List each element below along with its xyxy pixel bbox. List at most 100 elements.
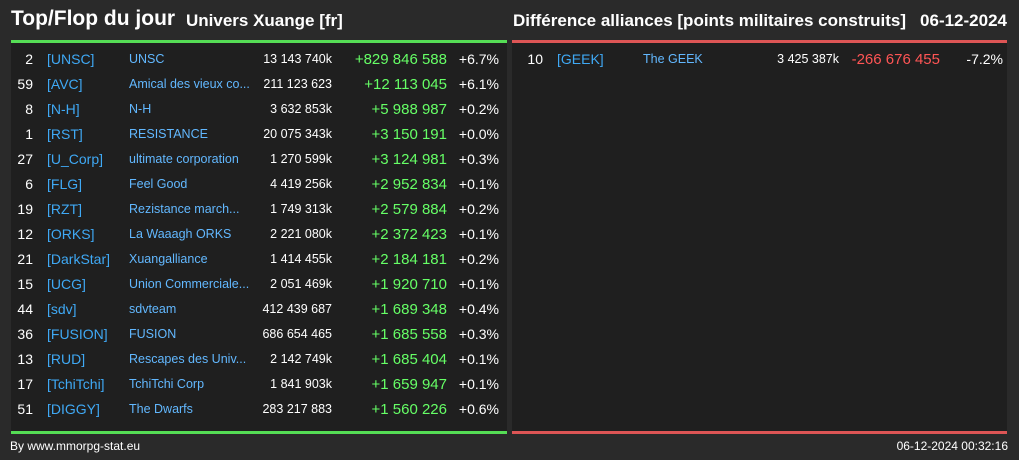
alliance-tag-link[interactable]: [GEEK] <box>557 51 604 67</box>
alliance-tag-link[interactable]: [TchiTchi] <box>47 376 105 392</box>
points-cell: 13 143 740k <box>263 52 332 66</box>
table-row: 59 [AVC] Amical des vieux co... 211 123 623… <box>11 72 507 97</box>
alliance-tag-link[interactable]: [FLG] <box>47 176 83 192</box>
percent-cell: +0.2% <box>458 101 499 117</box>
rank-cell: 17 <box>17 376 33 392</box>
header: Top/Flop du jour Univers Xuange [fr] Dif… <box>0 0 1019 40</box>
alliance-tag-link[interactable]: [U_Corp] <box>47 151 104 167</box>
alliance-tag-link[interactable]: [DarkStar] <box>47 251 111 267</box>
points-cell: 20 075 343k <box>263 127 332 141</box>
top-panel: 2 [UNSC] UNSC 13 143 740k +829 846 588 +6.7% 5… <box>11 40 507 434</box>
difference-cell: +2 579 884 <box>371 201 448 218</box>
difference-cell: +3 124 981 <box>371 151 448 168</box>
points-cell: 1 270 599k <box>270 152 332 166</box>
points-cell: 412 439 687 <box>262 302 332 316</box>
percent-cell: +0.6% <box>458 401 499 417</box>
percent-cell: +0.1% <box>458 376 499 392</box>
points-cell: 1 841 903k <box>270 377 332 391</box>
difference-cell: +2 372 423 <box>371 226 448 243</box>
table-row: 13 [RUD] Rescapes des Univ... 2 142 749k +1 … <box>11 347 507 372</box>
table-row: 10 [GEEK] The GEEK 3 425 387k -266 676 455 -7… <box>512 47 1007 72</box>
table-row: 44 [sdv] sdvteam 412 439 687 +1 689 348 +0.4% <box>11 297 507 322</box>
rank-cell: 2 <box>25 51 33 67</box>
rank-cell: 19 <box>17 201 33 217</box>
percent-cell: +6.7% <box>458 51 499 67</box>
difference-cell: +5 988 987 <box>371 101 448 118</box>
rank-cell: 21 <box>17 251 33 267</box>
rank-cell: 12 <box>17 226 33 242</box>
table-row: 8 [N-H] N-H 3 632 853k +5 988 987 +0.2% <box>11 97 507 122</box>
table-row: 36 [FUSION] FUSION 686 654 465 +1 685 558 +0.… <box>11 322 507 347</box>
difference-cell: +1 685 404 <box>371 351 448 368</box>
alliance-tag-link[interactable]: [RST] <box>47 126 83 142</box>
percent-cell: +0.1% <box>458 226 499 242</box>
table-row: 19 [RZT] Rezistance march... 1 749 313k +2 5… <box>11 197 507 222</box>
points-cell: 2 051 469k <box>270 277 332 291</box>
alliance-tag-link[interactable]: [N-H] <box>47 101 80 117</box>
page-title: Top/Flop du jour <box>11 7 176 30</box>
alliance-tag-link[interactable]: [RZT] <box>47 201 82 217</box>
points-cell: 3 632 853k <box>270 102 332 116</box>
universe-label: Univers Xuange [fr] <box>186 11 343 30</box>
alliance-tag-link[interactable]: [ORKS] <box>47 226 95 242</box>
points-cell: 1 749 313k <box>270 202 332 216</box>
difference-cell: +2 952 834 <box>371 176 448 193</box>
percent-cell: +0.2% <box>458 201 499 217</box>
rank-cell: 44 <box>17 301 33 317</box>
rank-cell: 13 <box>17 351 33 367</box>
percent-cell: +0.2% <box>458 251 499 267</box>
rank-cell: 59 <box>17 76 33 92</box>
points-cell: 3 425 387k <box>777 52 839 66</box>
difference-cell: +12 113 045 <box>364 76 447 93</box>
table-row: 6 [FLG] Feel Good 4 419 256k +2 952 834 +0.1% <box>11 172 507 197</box>
difference-cell: -266 676 455 <box>851 51 940 68</box>
alliance-tag-link[interactable]: [UNSC] <box>47 51 95 67</box>
difference-cell: +1 920 710 <box>371 276 448 293</box>
rank-cell: 51 <box>17 401 33 417</box>
points-cell: 4 419 256k <box>270 177 332 191</box>
table-row: 12 [ORKS] La Waaagh ORKS 2 221 080k +2 372 4… <box>11 222 507 247</box>
points-cell: 686 654 465 <box>262 327 332 341</box>
points-cell: 2 221 080k <box>270 227 332 241</box>
rank-cell: 15 <box>17 276 33 292</box>
alliance-tag-link[interactable]: [AVC] <box>47 76 83 92</box>
table-row: 51 [DIGGY] The Dwarfs 283 217 883 +1 560 226… <box>11 397 507 422</box>
difference-cell: +1 689 348 <box>371 301 448 318</box>
footer-source: By www.mmorpg-stat.eu <box>10 439 141 453</box>
difference-cell: +829 846 588 <box>354 51 447 68</box>
table-row: 2 [UNSC] UNSC 13 143 740k +829 846 588 +6.7% <box>11 47 507 72</box>
difference-cell: +1 659 947 <box>371 376 448 393</box>
rank-cell: 10 <box>527 51 543 67</box>
percent-cell: +0.0% <box>458 126 499 142</box>
rank-cell: 8 <box>25 101 33 117</box>
points-cell: 1 414 455k <box>270 252 332 266</box>
table-row: 17 [TchiTchi] TchiTchi Corp 1 841 903k +1 65… <box>11 372 507 397</box>
percent-cell: +0.1% <box>458 176 499 192</box>
alliance-tag-link[interactable]: [RUD] <box>47 351 86 367</box>
alliance-tag-link[interactable]: [FUSION] <box>47 326 108 342</box>
points-cell: 283 217 883 <box>262 402 332 416</box>
percent-cell: +0.1% <box>458 276 499 292</box>
rank-cell: 27 <box>17 151 33 167</box>
footer-timestamp: 06-12-2024 00:32:16 <box>896 439 1008 453</box>
alliance-tag-link[interactable]: [UCG] <box>47 276 86 292</box>
table-row: 1 [RST] RESISTANCE 20 075 343k +3 150 191 +0.… <box>11 122 507 147</box>
ranking-subtitle: Différence alliances [points militaires … <box>512 11 906 30</box>
points-cell: 2 142 749k <box>270 352 332 366</box>
table-row: 27 [U_Corp] ultimate corporation 1 270 599k… <box>11 147 507 172</box>
percent-cell: +6.1% <box>458 76 499 92</box>
points-cell: 211 123 623 <box>263 77 332 91</box>
difference-cell: +3 150 191 <box>371 126 448 143</box>
alliance-tag-link[interactable]: [sdv] <box>47 301 77 317</box>
difference-cell: +1 685 558 <box>371 326 448 343</box>
header-date: 06-12-2024 <box>920 11 1007 30</box>
rank-cell: 1 <box>25 126 33 142</box>
difference-cell: +1 560 226 <box>371 401 448 418</box>
percent-cell: +0.1% <box>458 351 499 367</box>
flop-panel: 10 [GEEK] The GEEK 3 425 387k -266 676 455 -7… <box>512 40 1007 434</box>
alliance-tag-link[interactable]: [DIGGY] <box>47 401 100 417</box>
percent-cell: +0.4% <box>458 301 499 317</box>
table-row: 21 [DarkStar] Xuangalliance 1 414 455k +2 18… <box>11 247 507 272</box>
table-row: 15 [UCG] Union Commerciale... 2 051 469k +1 … <box>11 272 507 297</box>
percent-cell: +0.3% <box>458 151 499 167</box>
